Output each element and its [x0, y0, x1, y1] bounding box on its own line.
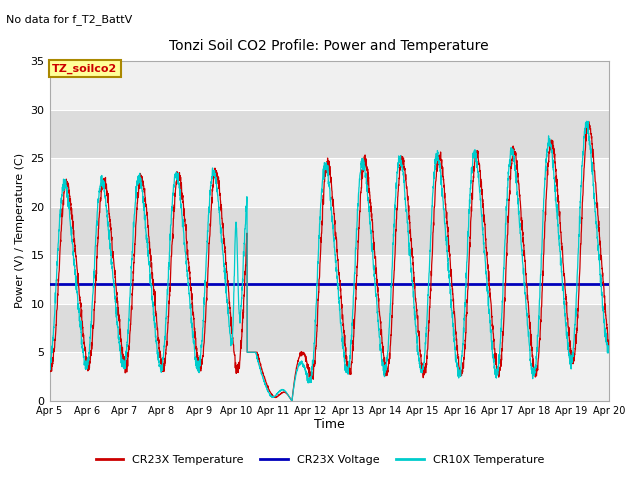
Legend: CR23X Temperature, CR23X Voltage, CR10X Temperature: CR23X Temperature, CR23X Voltage, CR10X … — [91, 451, 549, 469]
Bar — [49, 207, 609, 255]
Text: TZ_soilco2: TZ_soilco2 — [52, 63, 118, 73]
Bar — [49, 109, 609, 158]
X-axis label: Time: Time — [314, 419, 344, 432]
Bar — [49, 255, 609, 304]
Bar — [49, 352, 609, 401]
Bar — [49, 304, 609, 352]
Text: No data for f_T2_BattV: No data for f_T2_BattV — [6, 14, 132, 25]
Title: Tonzi Soil CO2 Profile: Power and Temperature: Tonzi Soil CO2 Profile: Power and Temper… — [170, 39, 489, 53]
Bar — [49, 61, 609, 109]
Y-axis label: Power (V) / Temperature (C): Power (V) / Temperature (C) — [15, 154, 25, 309]
Bar — [49, 158, 609, 207]
